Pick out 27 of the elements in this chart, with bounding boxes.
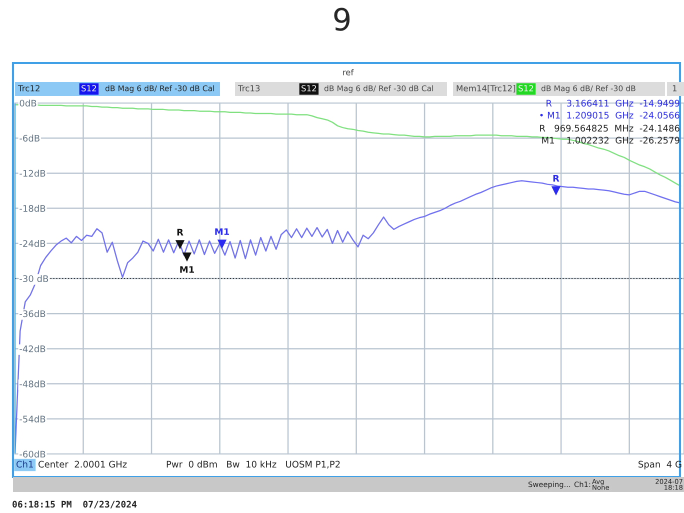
y-tick-label: -6dB [20, 134, 40, 142]
text: Trc13 [238, 85, 260, 92]
text: 1 [672, 85, 677, 92]
text: S12 [518, 85, 534, 92]
annotation: M1 [180, 266, 194, 273]
text: S12 [302, 85, 316, 92]
y-tick-label: -54dB [20, 415, 46, 422]
annotation: R [177, 228, 184, 236]
text: S12 [82, 85, 96, 92]
y-tick-label: -48dB [20, 380, 46, 388]
chart-subtitle: ref [343, 68, 354, 76]
text: 06:18:15 PM 07/23/2024 [12, 500, 137, 508]
y-tick-label: -36dB [20, 310, 46, 318]
annotation: R [553, 175, 560, 182]
text: Pwr 0 dBm Bw 10 kHz UOSM P1,P2 [166, 460, 340, 469]
y-tick-label: -24dB [20, 240, 46, 247]
y-tick-label: -42dB [20, 345, 46, 352]
text: Center 2.0001 GHz [38, 460, 127, 468]
chart-title: 9 [334, 8, 350, 31]
text: Mem14[Trc12] [456, 84, 516, 92]
y-tick-label: -60dB [20, 450, 46, 458]
y-tick-label: -30 dB [20, 275, 48, 282]
annotation: M1 [215, 228, 230, 235]
text: Ch1 [16, 460, 33, 468]
y-tick-label: -12dB [20, 170, 46, 177]
y-tick-label: -18dB [20, 204, 46, 212]
text: Trc12 [18, 85, 40, 92]
